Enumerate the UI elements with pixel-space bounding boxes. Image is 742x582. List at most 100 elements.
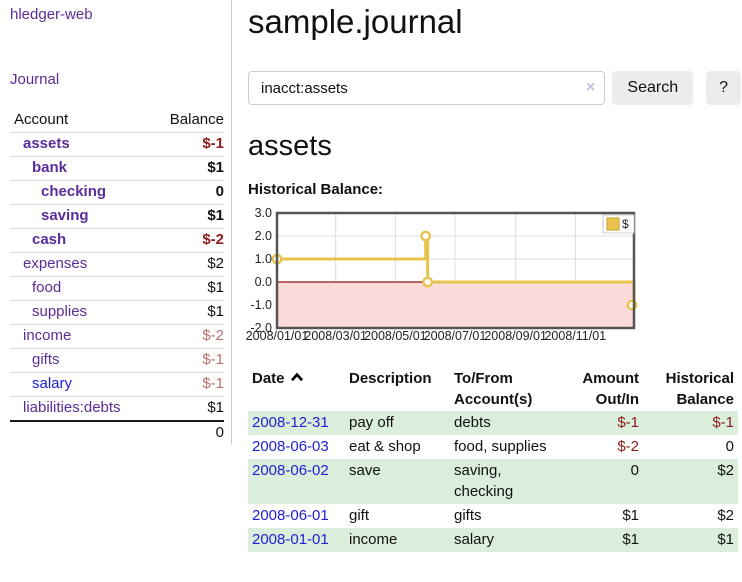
x-axis-tick-label: 2008/03/01 bbox=[304, 329, 367, 343]
x-axis-tick-label: 2008/11/01 bbox=[544, 329, 606, 343]
account-balance: $-2 bbox=[202, 327, 224, 344]
account-balance: $-2 bbox=[202, 231, 224, 248]
transaction-date-link[interactable]: 2008-12-31 bbox=[252, 414, 329, 431]
register-header-row: Date Description To/From Account(s) Amount Ou… bbox=[248, 367, 738, 411]
transaction-accounts: debts bbox=[454, 414, 491, 431]
negative-region bbox=[277, 282, 634, 328]
account-link[interactable]: salary bbox=[32, 375, 73, 392]
transaction-date-link[interactable]: 2008-06-01 bbox=[252, 507, 329, 524]
table-row: 2008-01-01 income salary $1 $1 bbox=[248, 528, 738, 552]
accounts-header-account: Account bbox=[14, 111, 69, 128]
transaction-amount: $1 bbox=[622, 531, 639, 548]
transaction-description: save bbox=[349, 462, 381, 479]
account-balance: $1 bbox=[207, 399, 224, 416]
register-header-date[interactable]: Date bbox=[248, 367, 345, 411]
account-link[interactable]: income bbox=[23, 327, 72, 344]
account-balance: $2 bbox=[207, 255, 224, 272]
account-balance: $-1 bbox=[202, 375, 224, 392]
transaction-accounts: saving, checking bbox=[454, 462, 514, 500]
account-link[interactable]: checking bbox=[41, 183, 107, 200]
data-point-marker bbox=[422, 276, 434, 288]
account-link[interactable]: food bbox=[32, 279, 62, 296]
account-link[interactable]: saving bbox=[41, 207, 89, 224]
account-heading: assets bbox=[248, 130, 332, 162]
transaction-date: 2008-06-01 bbox=[248, 504, 345, 528]
register-header-description: Description bbox=[349, 370, 432, 387]
transaction-description: pay off bbox=[349, 414, 394, 431]
transaction-date: 2008-12-31 bbox=[248, 411, 345, 435]
account-link[interactable]: assets bbox=[23, 135, 70, 152]
account-row: expenses $2 bbox=[10, 252, 224, 277]
data-point-marker bbox=[420, 230, 432, 242]
y-axis-tick-label: 2.0 bbox=[255, 229, 272, 243]
transaction-date: 2008-01-01 bbox=[248, 528, 345, 552]
account-balance: $1 bbox=[207, 303, 224, 320]
balance-chart: $3.0 2.0 1.0 0.0 -1.0 -2.02008/01/012008/03/0… bbox=[246, 206, 638, 343]
transaction-balance: $-1 bbox=[712, 414, 734, 431]
transaction-date-link[interactable]: 2008-01-01 bbox=[252, 531, 329, 548]
account-row: gifts $-1 bbox=[10, 348, 224, 373]
y-axis-tick-label: -1.0 bbox=[250, 298, 272, 312]
transaction-date: 2008-06-03 bbox=[248, 435, 345, 459]
clear-search-icon[interactable]: × bbox=[586, 79, 596, 96]
app-brand-link[interactable]: hledger-web bbox=[10, 6, 93, 23]
sidebar-item-journal[interactable]: Journal bbox=[10, 71, 60, 88]
account-link[interactable]: supplies bbox=[32, 303, 88, 320]
sort-asc-icon bbox=[290, 372, 303, 382]
account-row: saving $1 bbox=[10, 204, 224, 229]
x-axis-tick-label: 2008/07/01 bbox=[424, 329, 487, 343]
accounts-total-row: 0 bbox=[10, 421, 224, 445]
account-link[interactable]: liabilities:debts bbox=[23, 399, 121, 416]
chart-frame bbox=[275, 211, 636, 330]
help-button[interactable]: ? bbox=[706, 71, 741, 105]
account-link[interactable]: gifts bbox=[32, 351, 60, 368]
table-row: 2008-12-31 pay off debts $-1 $-1 bbox=[248, 411, 738, 435]
transaction-date: 2008-06-02 bbox=[248, 459, 345, 504]
y-axis-tick-label: 1.0 bbox=[255, 252, 272, 266]
transaction-accounts: food, supplies bbox=[454, 438, 547, 455]
account-link[interactable]: bank bbox=[32, 159, 68, 176]
search-button[interactable]: Search bbox=[612, 71, 694, 105]
search-input[interactable] bbox=[248, 71, 606, 105]
y-axis-tick-label: -2.0 bbox=[250, 321, 272, 335]
transaction-date-link[interactable]: 2008-06-03 bbox=[252, 438, 329, 455]
transaction-amount: 0 bbox=[630, 462, 639, 479]
account-balance: $1 bbox=[207, 159, 224, 176]
register-header-tofrom: To/From Account(s) bbox=[454, 370, 533, 408]
accounts-body: assets $-1 bank $1 checking 0 saving $1 cash $-2 e… bbox=[10, 132, 224, 422]
account-row: supplies $1 bbox=[10, 300, 224, 325]
y-axis-tick-label: 3.0 bbox=[255, 206, 272, 220]
accounts-total-value: 0 bbox=[215, 424, 224, 441]
account-row: income $-2 bbox=[10, 324, 224, 349]
account-row: liabilities:debts $1 bbox=[10, 396, 224, 422]
transaction-date-link[interactable]: 2008-06-02 bbox=[252, 462, 329, 479]
table-row: 2008-06-01 gift gifts $1 $2 bbox=[248, 504, 738, 528]
app-layout: hledger-web Journal Account Balance asse… bbox=[0, 0, 741, 552]
register-header-historical: Historical Balance bbox=[665, 370, 734, 408]
account-row: salary $-1 bbox=[10, 372, 224, 397]
transaction-description: eat & shop bbox=[349, 438, 421, 455]
x-axis-tick-label: 2008/09/01 bbox=[484, 329, 547, 343]
account-balance: $1 bbox=[207, 279, 224, 296]
main-content: sample.journal × Search ? assets Histori… bbox=[232, 0, 741, 552]
account-balance: $-1 bbox=[202, 135, 224, 152]
transaction-amount: $-1 bbox=[617, 414, 639, 431]
transaction-balance: $2 bbox=[717, 507, 734, 524]
sidebar: hledger-web Journal Account Balance asse… bbox=[0, 0, 232, 444]
search-row: × Search ? bbox=[248, 71, 741, 105]
accounts-header-balance: Balance bbox=[169, 111, 224, 128]
transaction-balance: $1 bbox=[717, 531, 734, 548]
account-row: assets $-1 bbox=[10, 132, 224, 157]
transaction-amount: $1 bbox=[622, 507, 639, 524]
account-link[interactable]: cash bbox=[32, 231, 67, 248]
chart-label: Historical Balance: bbox=[248, 181, 384, 198]
account-balance: $-1 bbox=[202, 351, 224, 368]
account-row: food $1 bbox=[10, 276, 224, 301]
account-balance: 0 bbox=[215, 183, 224, 200]
accounts-table: Account Balance assets $-1 bank $1 checking 0… bbox=[10, 109, 224, 445]
legend-swatch bbox=[606, 217, 620, 231]
transaction-balance: $2 bbox=[717, 462, 734, 479]
account-link[interactable]: expenses bbox=[23, 255, 88, 272]
transaction-description: gift bbox=[349, 507, 370, 524]
x-axis-tick-label: 2008/01/01 bbox=[246, 329, 309, 343]
